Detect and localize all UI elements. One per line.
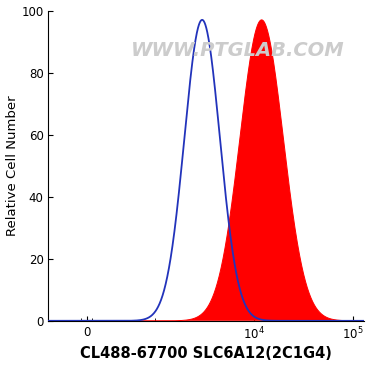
- Y-axis label: Relative Cell Number: Relative Cell Number: [6, 95, 18, 236]
- X-axis label: CL488-67700 SLC6A12(2C1G4): CL488-67700 SLC6A12(2C1G4): [80, 346, 332, 361]
- Text: WWW.PTGLAB.COM: WWW.PTGLAB.COM: [131, 41, 344, 61]
